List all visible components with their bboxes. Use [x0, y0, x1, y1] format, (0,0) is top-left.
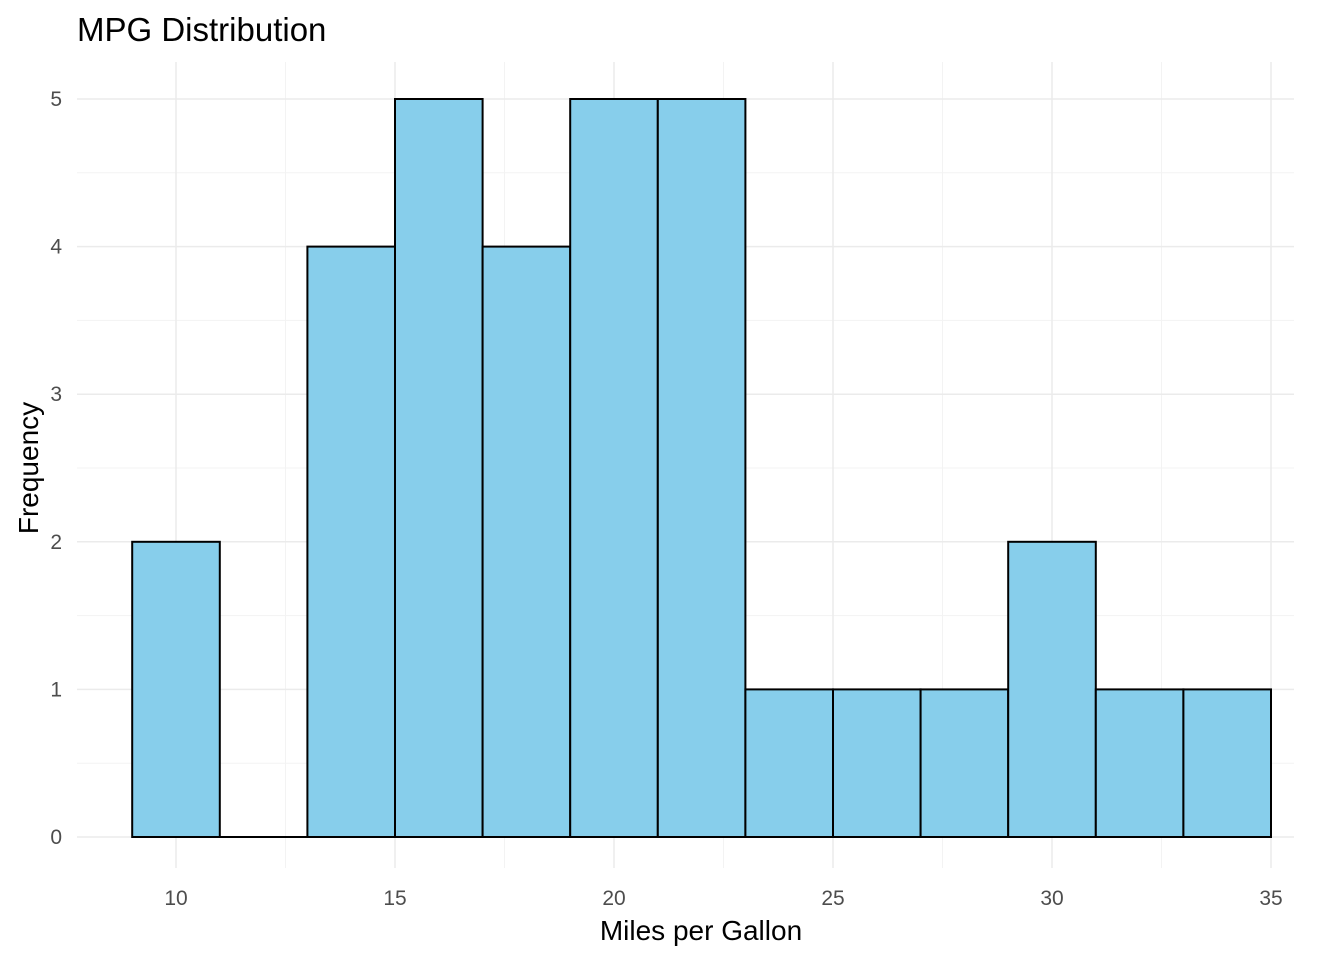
y-axis-title: Frequency: [13, 402, 44, 534]
histogram-bar: [394, 98, 484, 838]
histogram-bar: [1182, 688, 1273, 839]
x-tick-label: 20: [602, 887, 625, 910]
x-tick-label: 25: [821, 887, 844, 910]
y-tick-label: 0: [50, 826, 62, 849]
y-tick-label: 1: [50, 678, 62, 701]
histogram-bar: [131, 540, 221, 838]
histogram-bar: [919, 688, 1010, 839]
x-tick-label: 15: [383, 887, 406, 910]
histogram-bar: [481, 245, 572, 839]
histogram-bar: [656, 98, 747, 838]
x-tick-label: 10: [164, 887, 187, 910]
x-axis-title: Miles per Gallon: [600, 915, 802, 946]
histogram-bar: [744, 688, 835, 839]
x-axis-tick-labels: 10 15 20 25 30 35: [164, 887, 1282, 910]
histogram-bar: [1094, 688, 1185, 839]
histogram-bar: [1007, 540, 1097, 838]
x-tick-label: 35: [1259, 887, 1282, 910]
histogram-bar: [306, 245, 396, 839]
y-tick-label: 5: [50, 88, 62, 111]
histogram-bar: [832, 688, 922, 839]
histogram-bar: [569, 98, 659, 838]
x-tick-label: 30: [1040, 887, 1063, 910]
y-tick-label: 3: [50, 383, 62, 406]
chart-title: MPG Distribution: [77, 11, 326, 48]
y-axis-tick-labels: 0 1 2 3 4 5: [50, 88, 62, 849]
y-tick-label: 2: [50, 531, 62, 554]
y-tick-label: 4: [50, 236, 62, 259]
histogram-bars: [131, 98, 1273, 839]
